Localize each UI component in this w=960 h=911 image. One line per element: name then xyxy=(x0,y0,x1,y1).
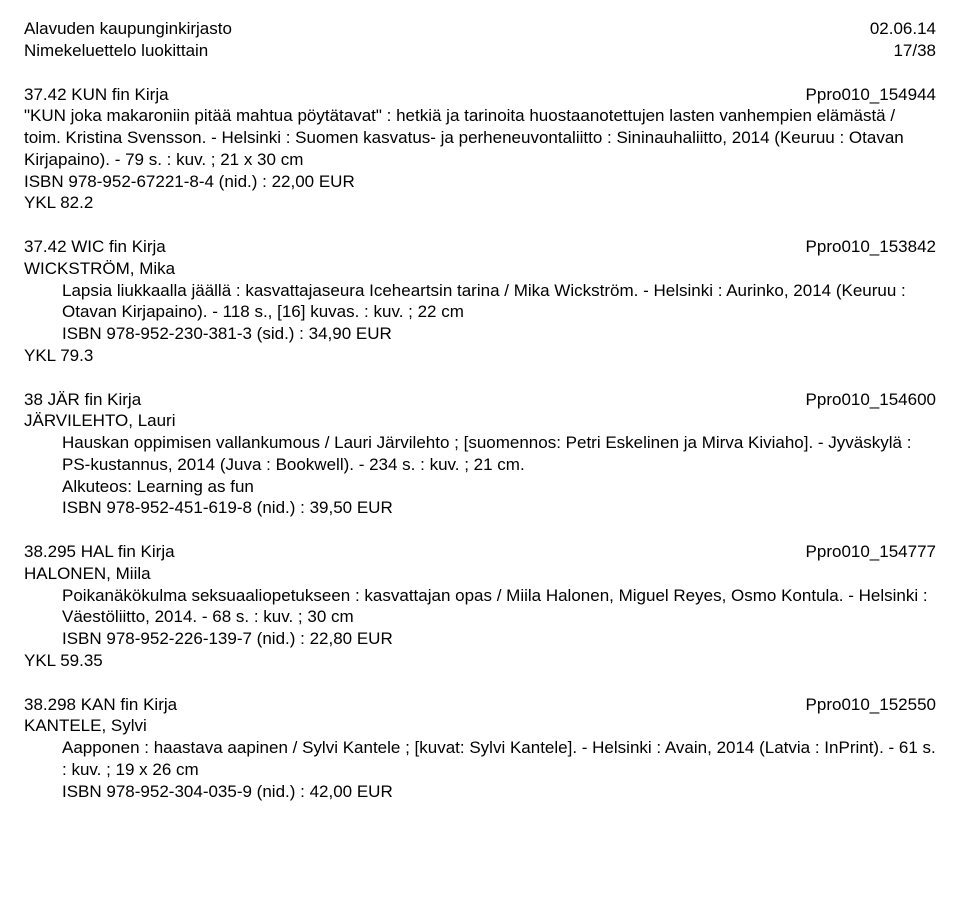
entry-id: Ppro010_154600 xyxy=(806,389,936,411)
entry-description: "KUN joka makaroniin pitää mahtua pöytät… xyxy=(24,105,936,170)
entry-original-title: Alkuteos: Learning as fun xyxy=(24,476,936,498)
report-date: 02.06.14 xyxy=(870,18,936,40)
entry-id: Ppro010_152550 xyxy=(806,694,936,716)
entry-isbn: ISBN 978-952-230-381-3 (sid.) : 34,90 EU… xyxy=(24,323,936,345)
entry-ykl: YKL 82.2 xyxy=(24,192,936,214)
entry-id: Ppro010_153842 xyxy=(806,236,936,258)
entry-ykl: YKL 79.3 xyxy=(24,345,936,367)
entry-author: WICKSTRÖM, Mika xyxy=(24,258,936,280)
entry-description: Aapponen : haastava aapinen / Sylvi Kant… xyxy=(24,737,936,781)
entry-isbn: ISBN 978-952-451-619-8 (nid.) : 39,50 EU… xyxy=(24,497,936,519)
entry-author: HALONEN, Miila xyxy=(24,563,936,585)
entry-isbn: ISBN 978-952-226-139-7 (nid.) : 22,80 EU… xyxy=(24,628,936,650)
entry-description: Hauskan oppimisen vallankumous / Lauri J… xyxy=(24,432,936,476)
entry-isbn: ISBN 978-952-304-035-9 (nid.) : 42,00 EU… xyxy=(24,781,936,803)
entry-author: KANTELE, Sylvi xyxy=(24,715,936,737)
report-subtitle: Nimekeluettelo luokittain xyxy=(24,40,208,62)
entry-description: Lapsia liukkaalla jäällä : kasvattajaseu… xyxy=(24,280,936,324)
entry-author: JÄRVILEHTO, Lauri xyxy=(24,410,936,432)
catalog-entry: 37.42 WIC fin Kirja Ppro010_153842 WICKS… xyxy=(24,236,936,367)
catalog-entry: 37.42 KUN fin Kirja Ppro010_154944 "KUN … xyxy=(24,84,936,215)
entry-ykl: YKL 59.35 xyxy=(24,650,936,672)
entry-id: Ppro010_154777 xyxy=(806,541,936,563)
catalog-entry: 38.298 KAN fin Kirja Ppro010_152550 KANT… xyxy=(24,694,936,803)
entry-classification: 38.295 HAL fin Kirja xyxy=(24,541,175,563)
entry-description: Poikanäkökulma seksuaaliopetukseen : kas… xyxy=(24,585,936,629)
entry-classification: 38 JÄR fin Kirja xyxy=(24,389,141,411)
catalog-entry: 38.295 HAL fin Kirja Ppro010_154777 HALO… xyxy=(24,541,936,672)
library-name: Alavuden kaupunginkirjasto xyxy=(24,18,232,40)
entry-classification: 37.42 WIC fin Kirja xyxy=(24,236,166,258)
entry-isbn: ISBN 978-952-67221-8-4 (nid.) : 22,00 EU… xyxy=(24,171,936,193)
entry-id: Ppro010_154944 xyxy=(806,84,936,106)
page-number: 17/38 xyxy=(893,40,936,62)
catalog-entry: 38 JÄR fin Kirja Ppro010_154600 JÄRVILEH… xyxy=(24,389,936,520)
entry-classification: 37.42 KUN fin Kirja xyxy=(24,84,169,106)
entry-classification: 38.298 KAN fin Kirja xyxy=(24,694,177,716)
